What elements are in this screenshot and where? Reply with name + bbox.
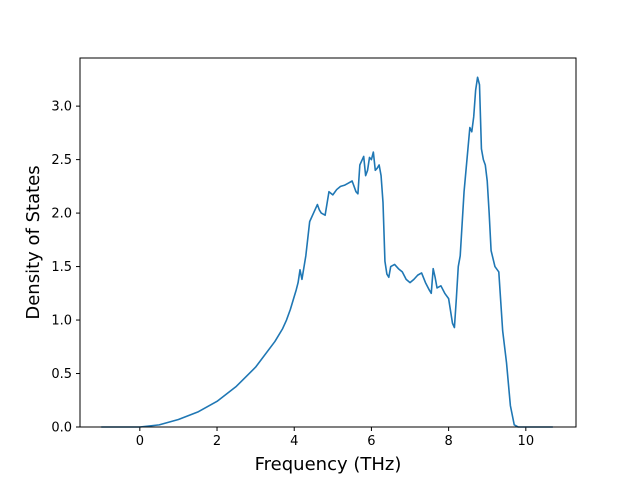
x-tick-label: 2 <box>213 434 221 449</box>
y-tick-label: 2.0 <box>51 207 72 222</box>
x-tick-label: 10 <box>518 434 535 449</box>
x-axis-label: Frequency (THz) <box>255 454 402 475</box>
plot-frame <box>79 57 577 428</box>
x-tick-label: 8 <box>444 434 452 449</box>
y-tick-label: 1.0 <box>51 314 72 329</box>
y-tick-label: 2.5 <box>51 153 72 168</box>
y-tick-label: 0.0 <box>51 421 72 436</box>
x-tick-label: 6 <box>367 434 375 449</box>
y-tick-label: 3.0 <box>51 100 72 115</box>
y-axis-label: Density of States <box>23 165 44 319</box>
dos-line <box>101 76 553 428</box>
series-layer <box>101 76 553 428</box>
x-tick-label: 0 <box>136 434 144 449</box>
y-tick-label: 0.5 <box>51 367 72 382</box>
y-tick-label: 1.5 <box>51 260 72 275</box>
tick-layer: 0 2 4 6 8 10 0.0 0.5 1.0 1.5 2.0 2.5 3.0 <box>51 100 534 449</box>
x-tick-label: 4 <box>290 434 298 449</box>
